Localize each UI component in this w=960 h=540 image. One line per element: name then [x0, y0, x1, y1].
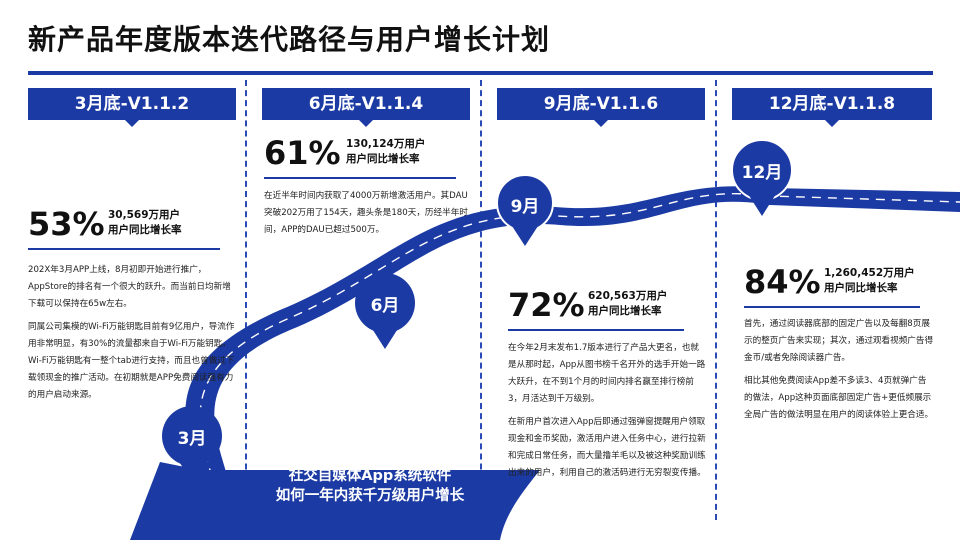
description-paragraph: 在近半年时间内获取了4000万新增激活用户。其DAU突破202万用了154天，趣…: [264, 191, 468, 235]
user-count-group: 620,563万用户 用户同比增长率: [588, 289, 667, 319]
user-count-group: 1,260,452万用户 用户同比增长率: [824, 266, 915, 296]
title-underline: [28, 71, 933, 75]
pin-label-september: 9月: [510, 197, 540, 217]
stat-block-december: 84% 1,260,452万用户 用户同比增长率: [744, 262, 944, 312]
quarter-header-march: 3月底-V1.1.2: [28, 88, 236, 127]
page-title: 新产品年度版本迭代路径与用户增长计划: [28, 23, 551, 56]
stat-block-march: 53% 30,569万用户 用户同比增长率: [28, 204, 238, 254]
growth-label: 用户同比增长率: [824, 282, 898, 294]
quarter-header-september: 9月底-V1.1.6: [497, 88, 705, 127]
growth-label: 用户同比增长率: [108, 224, 182, 236]
stat-block-september: 72% 620,563万用户 用户同比增长率: [508, 285, 708, 335]
quarter-header-june: 6月底-V1.1.4: [262, 88, 470, 127]
pin-marker-december: [731, 139, 793, 216]
growth-percentage: 84%: [744, 263, 821, 301]
description-september: 在今年2月末发布1.7版本进行了产品大更名，也就是从那时起，App从图书榜千名开…: [508, 340, 706, 488]
pin-label-december: 12月: [741, 163, 783, 183]
pin-marker-march: [162, 406, 222, 482]
growth-percentage: 72%: [508, 286, 585, 324]
description-march: 202X年3月APP上线，8月初即开始进行推广，AppStore的排名有一个很大…: [28, 262, 235, 410]
bottom-banner-shape: [130, 462, 540, 540]
stat-block-june: 61% 130,124万用户 用户同比增长率: [264, 133, 474, 183]
column-divider: [715, 80, 717, 520]
stat-underline: [744, 306, 920, 308]
user-count: 30,569万用户: [108, 209, 181, 221]
pin-label-march: 3月: [177, 429, 207, 449]
user-count-group: 30,569万用户 用户同比增长率: [108, 208, 182, 238]
growth-percentage: 53%: [28, 205, 105, 243]
description-paragraph: 202X年3月APP上线，8月初即开始进行推广，AppStore的排名有一个很大…: [28, 265, 231, 309]
bottom-banner-line2: 如何一年内获千万级用户增长: [275, 488, 465, 504]
description-paragraph: 相比其他免费阅读App差不多读3、4页就弹广告的做法，App这种页面底部固定广告…: [744, 376, 934, 420]
bottom-banner-text: 社交自媒体App系统软件 如何一年内获千万级用户增长: [215, 466, 525, 506]
user-count-group: 130,124万用户 用户同比增长率: [346, 137, 425, 167]
pin-marker-june: [355, 273, 415, 349]
quarter-header-december: 12月底-V1.1.8: [732, 88, 932, 127]
growth-percentage: 61%: [264, 134, 341, 172]
description-paragraph: 首先，通过阅读器底部的固定广告以及每翻8页展示的整页广告来实现；其次，通过观看视…: [744, 319, 934, 363]
bottom-banner-line1: 社交自媒体App系统软件: [288, 468, 452, 484]
stat-underline: [264, 177, 456, 179]
description-december: 首先，通过阅读器底部的固定广告以及每翻8页展示的整页广告来实现；其次，通过观看视…: [744, 316, 934, 430]
user-count: 620,563万用户: [588, 290, 668, 302]
growth-label: 用户同比增长率: [588, 305, 662, 317]
stat-underline: [508, 329, 684, 331]
column-divider: [480, 80, 482, 520]
description-paragraph: 在今年2月末发布1.7版本进行了产品大更名，也就是从那时起，App从图书榜千名开…: [508, 343, 706, 404]
pin-label-june: 6月: [370, 296, 400, 316]
user-count: 1,260,452万用户: [824, 267, 915, 279]
description-june: 在近半年时间内获取了4000万新增激活用户。其DAU突破202万用了154天，趣…: [264, 188, 469, 245]
description-paragraph: 同属公司集模的Wi-Fi万能钥匙目前有9亿用户，导流作用非常明显，有30%的流量…: [28, 322, 235, 400]
description-paragraph: 在新用户首次进入App后即通过强弹窗提醒用户领取现金和金币奖励，激活用户进入任务…: [508, 417, 706, 478]
column-divider: [245, 80, 247, 520]
pin-marker-september: [496, 174, 554, 246]
growth-label: 用户同比增长率: [346, 153, 420, 165]
stat-underline: [28, 248, 220, 250]
user-count: 130,124万用户: [346, 138, 426, 150]
